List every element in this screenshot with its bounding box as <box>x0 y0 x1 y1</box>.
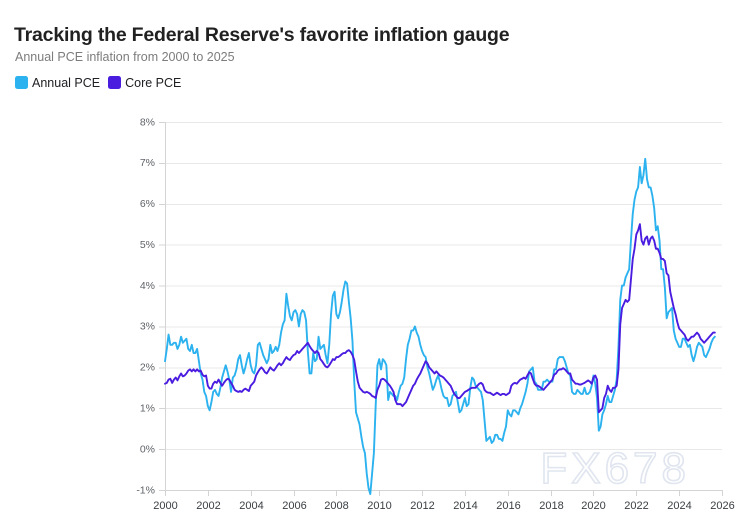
x-axis-tick-label: 2020 <box>581 500 605 512</box>
line-chart: -1% 0% 1% 2% 3% 4% 5% 6% 7% 8% FX678 2000 2002 2004 20… <box>136 116 734 512</box>
x-axis-tick-label: 2002 <box>196 500 220 512</box>
watermark-text: FX678 <box>540 444 690 493</box>
x-axis-tick-label: 2012 <box>410 500 434 512</box>
x-axis-tick-label: 2016 <box>496 500 520 512</box>
y-axis-tick-label: 5% <box>140 239 155 251</box>
y-axis-tick-label: 1% <box>140 403 155 415</box>
x-axis-tick-label: 2026 <box>710 500 734 512</box>
y-axis-tick-label: 4% <box>140 280 155 292</box>
series-line-core-pce <box>164 223 716 414</box>
legend-swatch-annual-pce <box>15 76 28 90</box>
series-line-annual-pce <box>164 157 716 496</box>
x-axis-tick-label: 2018 <box>539 500 563 512</box>
chart-header: Tracking the Federal Reserve's favorite … <box>0 0 745 90</box>
legend-item-annual-pce[interactable]: Annual PCE <box>15 75 101 90</box>
legend-swatch-core-pce <box>108 76 122 90</box>
x-axis-tick-label: 2010 <box>367 500 391 512</box>
x-axis-tick-label: 2004 <box>239 500 263 512</box>
legend-label-annual-pce: Annual PCE <box>32 75 101 90</box>
y-axis-tick-label: 0% <box>140 443 155 455</box>
x-axis-tick-label: 2000 <box>153 500 177 512</box>
x-axis-tick-label: 2006 <box>282 500 306 512</box>
x-axis-tick-label: 2022 <box>624 500 648 512</box>
chart-plot-area: -1% 0% 1% 2% 3% 4% 5% 6% 7% 8% FX678 2000 2002 2004 20… <box>0 108 745 526</box>
y-axis-tick-label: 2% <box>140 362 155 374</box>
page-title: Tracking the Federal Reserve's favorite … <box>14 24 510 46</box>
x-axis-tick-label: 2014 <box>453 500 477 512</box>
legend-item-core-pce[interactable]: Core PCE <box>108 75 182 90</box>
y-axis-tick-label: 8% <box>140 116 155 128</box>
x-axis-tick-label: 2008 <box>324 500 348 512</box>
y-axis-tick-label: 7% <box>140 157 155 169</box>
y-axis-tick-label: 3% <box>140 321 155 333</box>
x-axis-tick-label: 2024 <box>667 500 691 512</box>
y-axis-tick-label: -1% <box>136 484 155 496</box>
y-axis-tick-label: 6% <box>140 198 155 210</box>
chart-legend: Annual PCE Core PCE <box>15 75 745 90</box>
legend-label-core-pce: Core PCE <box>125 75 182 90</box>
chart-subtitle: Annual PCE inflation from 2000 to 2025 <box>15 50 235 65</box>
